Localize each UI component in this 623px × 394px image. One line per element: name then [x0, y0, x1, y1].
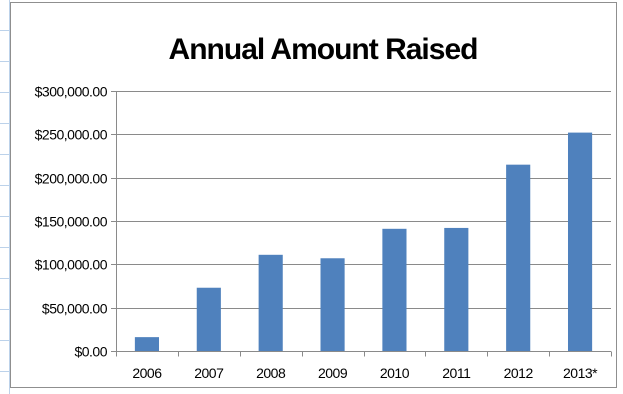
x-tick-label: 2006 [132, 365, 162, 381]
axes [111, 91, 612, 357]
x-tick-label: 2010 [380, 365, 410, 381]
bars [134, 132, 593, 351]
x-tick-label: 2007 [194, 365, 224, 381]
x-tick-label: 2011 [442, 365, 471, 381]
y-tick-label: $50,000.00 [42, 301, 108, 317]
y-tick-label: $0.00 [74, 344, 107, 360]
y-tick-label: $200,000.00 [35, 171, 108, 187]
bar [320, 258, 345, 351]
x-tick-label: 2012 [504, 365, 534, 381]
gridlines [111, 91, 611, 309]
x-tick-label: 2008 [256, 365, 286, 381]
bar [567, 132, 593, 351]
x-tick-label: 2009 [318, 365, 348, 381]
y-tick-label: $250,000.00 [35, 127, 108, 143]
x-tick-label: 2013* [563, 365, 598, 381]
bar [382, 228, 407, 351]
chart-area[interactable]: Annual Amount Raised $0.00 $50,000.00 $100… [10, 2, 617, 388]
y-tick-label: $300,000.00 [35, 84, 108, 100]
bar [134, 337, 160, 351]
bar [196, 287, 221, 351]
bar [444, 227, 469, 351]
bar-chart: Annual Amount Raised $0.00 $50,000.00 $100… [35, 33, 612, 381]
spreadsheet-grid-edge [0, 0, 10, 394]
chart-title: Annual Amount Raised [169, 33, 478, 66]
y-tick-label: $150,000.00 [35, 214, 108, 230]
y-tick-labels: $0.00 $50,000.00 $100,000.00 $150,000.00 $20… [35, 84, 109, 360]
x-tick-labels: 2006 2007 2008 2009 2010 2011 2012 2013* [132, 365, 598, 381]
bar [258, 254, 283, 351]
bar [506, 164, 531, 351]
y-tick-label: $100,000.00 [35, 257, 108, 273]
